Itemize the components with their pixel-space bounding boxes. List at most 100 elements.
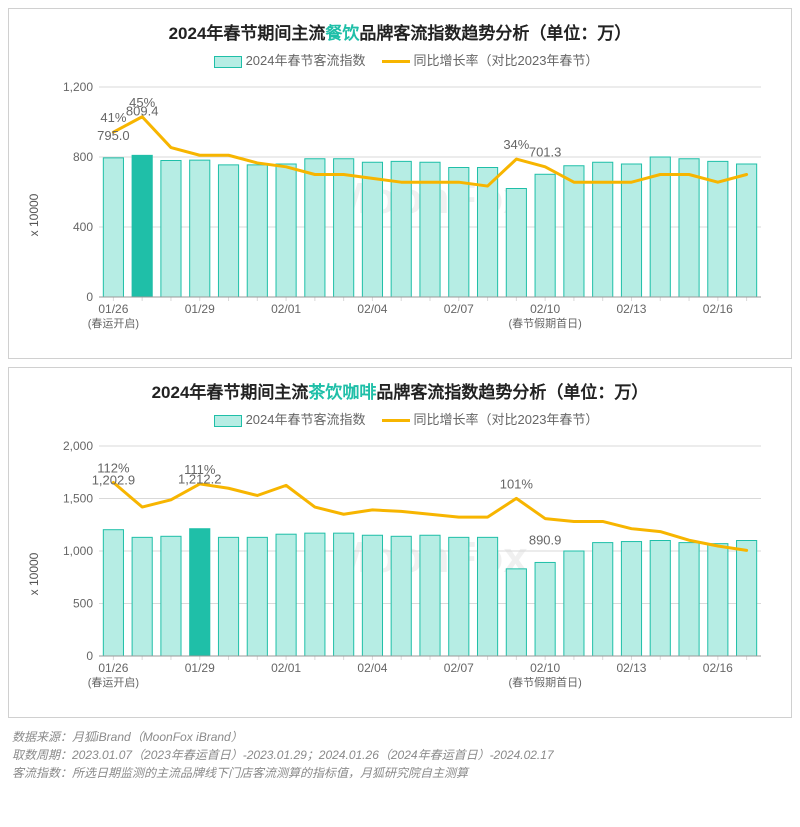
y-tick-label: 1,200 bbox=[63, 80, 93, 94]
x-sub-label: (春运开启) bbox=[88, 676, 139, 689]
bar bbox=[362, 162, 382, 297]
x-tick-label: 01/29 bbox=[185, 661, 215, 675]
bar bbox=[305, 159, 325, 297]
line-data-label: 101% bbox=[500, 476, 534, 491]
bar bbox=[247, 165, 267, 297]
chart-svg: MoonFox04008001,20001/26(春运开启)01/2902/01… bbox=[45, 77, 777, 347]
bar bbox=[247, 537, 267, 656]
y-tick-label: 500 bbox=[73, 597, 93, 611]
line-data-label: 111% bbox=[184, 462, 216, 477]
chart-svg: MoonFox05001,0001,5002,00001/26(春运开启)01/… bbox=[45, 436, 777, 706]
bar bbox=[535, 562, 555, 656]
footnotes: 数据来源：月狐iBrand（MoonFox iBrand） 取数周期：2023.… bbox=[8, 726, 792, 782]
legend-line-label: 同比增长率（对比2023年春节） bbox=[414, 53, 599, 68]
bar bbox=[506, 569, 526, 656]
x-tick-label: 02/01 bbox=[271, 302, 301, 316]
x-tick-label: 02/10 bbox=[530, 302, 560, 316]
footnote-line: 客流指数：所选日期监测的主流品牌线下门店客流测算的指标值，月狐研究院自主测算 bbox=[12, 764, 788, 782]
bar bbox=[564, 551, 584, 656]
x-tick-label: 02/07 bbox=[444, 661, 474, 675]
bar bbox=[276, 534, 296, 656]
bar bbox=[679, 543, 699, 656]
line-data-label: 112% bbox=[97, 460, 130, 475]
bar bbox=[708, 544, 728, 656]
bar bbox=[449, 537, 469, 656]
legend-bar-label: 2024年春节客流指数 bbox=[246, 412, 366, 427]
x-tick-label: 02/13 bbox=[616, 661, 646, 675]
x-sub-label: (春节假期首日) bbox=[508, 675, 581, 689]
bar bbox=[621, 164, 641, 297]
bar bbox=[218, 537, 238, 656]
chart-legend: 2024年春节客流指数 同比增长率（对比2023年春节） bbox=[23, 50, 777, 69]
legend-bar-label: 2024年春节客流指数 bbox=[246, 53, 366, 68]
bar bbox=[103, 158, 123, 297]
bar bbox=[420, 535, 440, 656]
x-tick-label: 02/04 bbox=[357, 661, 387, 675]
bar bbox=[477, 537, 497, 656]
x-tick-label: 02/01 bbox=[271, 661, 301, 675]
legend-bar-swatch bbox=[214, 56, 242, 68]
x-tick-label: 02/13 bbox=[616, 302, 646, 316]
bar bbox=[161, 536, 181, 656]
bar bbox=[305, 533, 325, 656]
bar bbox=[449, 168, 469, 298]
bar bbox=[334, 159, 354, 297]
bar bbox=[362, 535, 382, 656]
bar bbox=[190, 160, 210, 297]
bar bbox=[190, 529, 210, 656]
bar bbox=[506, 189, 526, 298]
line-data-label: 45% bbox=[129, 95, 155, 110]
bar bbox=[391, 536, 411, 656]
y-tick-label: 0 bbox=[86, 649, 93, 663]
plot-area: MoonFox04008001,20001/26(春运开启)01/2902/01… bbox=[45, 77, 777, 352]
footnote-line: 取数周期：2023.01.07（2023年春运首日）-2023.01.29；20… bbox=[12, 746, 788, 764]
x-tick-label: 02/16 bbox=[703, 661, 733, 675]
chart-panel: 2024年春节期间主流茶饮咖啡品牌客流指数趋势分析（单位：万） 2024年春节客流… bbox=[8, 367, 792, 718]
bar bbox=[564, 166, 584, 297]
bar-data-label: 701.3 bbox=[529, 144, 562, 159]
y-axis-label: x 10000 bbox=[23, 77, 45, 352]
bar-data-label: 890.9 bbox=[529, 532, 562, 547]
bar bbox=[334, 533, 354, 656]
bar bbox=[737, 541, 757, 657]
x-sub-label: (春运开启) bbox=[88, 317, 139, 330]
x-tick-label: 01/26 bbox=[98, 302, 128, 316]
bar bbox=[103, 530, 123, 656]
x-tick-label: 02/07 bbox=[444, 302, 474, 316]
bar bbox=[276, 164, 296, 297]
line-data-label: 34% bbox=[503, 137, 529, 152]
bar bbox=[621, 542, 641, 656]
footnote-line: 数据来源：月狐iBrand（MoonFox iBrand） bbox=[12, 728, 788, 746]
line-data-label: 41% bbox=[100, 110, 126, 125]
legend-bar-swatch bbox=[214, 415, 242, 427]
chart-title: 2024年春节期间主流餐饮品牌客流指数趋势分析（单位：万） bbox=[23, 19, 777, 44]
bar bbox=[218, 165, 238, 297]
x-tick-label: 02/04 bbox=[357, 302, 387, 316]
bar bbox=[132, 537, 152, 656]
bar bbox=[161, 161, 181, 298]
x-sub-label: (春节假期首日) bbox=[508, 316, 581, 330]
bar bbox=[593, 543, 613, 656]
bar-data-label: 795.0 bbox=[97, 128, 130, 143]
chart-title: 2024年春节期间主流茶饮咖啡品牌客流指数趋势分析（单位：万） bbox=[23, 378, 777, 403]
y-tick-label: 2,000 bbox=[63, 439, 93, 453]
bar bbox=[650, 541, 670, 657]
y-tick-label: 400 bbox=[73, 220, 93, 234]
bar bbox=[737, 164, 757, 297]
bar bbox=[132, 155, 152, 297]
plot-area: MoonFox05001,0001,5002,00001/26(春运开启)01/… bbox=[45, 436, 777, 711]
chart-panel: 2024年春节期间主流餐饮品牌客流指数趋势分析（单位：万） 2024年春节客流指数… bbox=[8, 8, 792, 359]
bar bbox=[650, 157, 670, 297]
legend-line-swatch bbox=[382, 419, 410, 422]
bar bbox=[535, 174, 555, 297]
legend-line-label: 同比增长率（对比2023年春节） bbox=[414, 412, 599, 427]
y-tick-label: 1,500 bbox=[63, 492, 93, 506]
y-tick-label: 1,000 bbox=[63, 544, 93, 558]
y-tick-label: 800 bbox=[73, 150, 93, 164]
x-tick-label: 02/10 bbox=[530, 661, 560, 675]
bar bbox=[679, 159, 699, 297]
x-tick-label: 01/29 bbox=[185, 302, 215, 316]
x-tick-label: 02/16 bbox=[703, 302, 733, 316]
legend-line-swatch bbox=[382, 60, 410, 63]
x-tick-label: 01/26 bbox=[98, 661, 128, 675]
